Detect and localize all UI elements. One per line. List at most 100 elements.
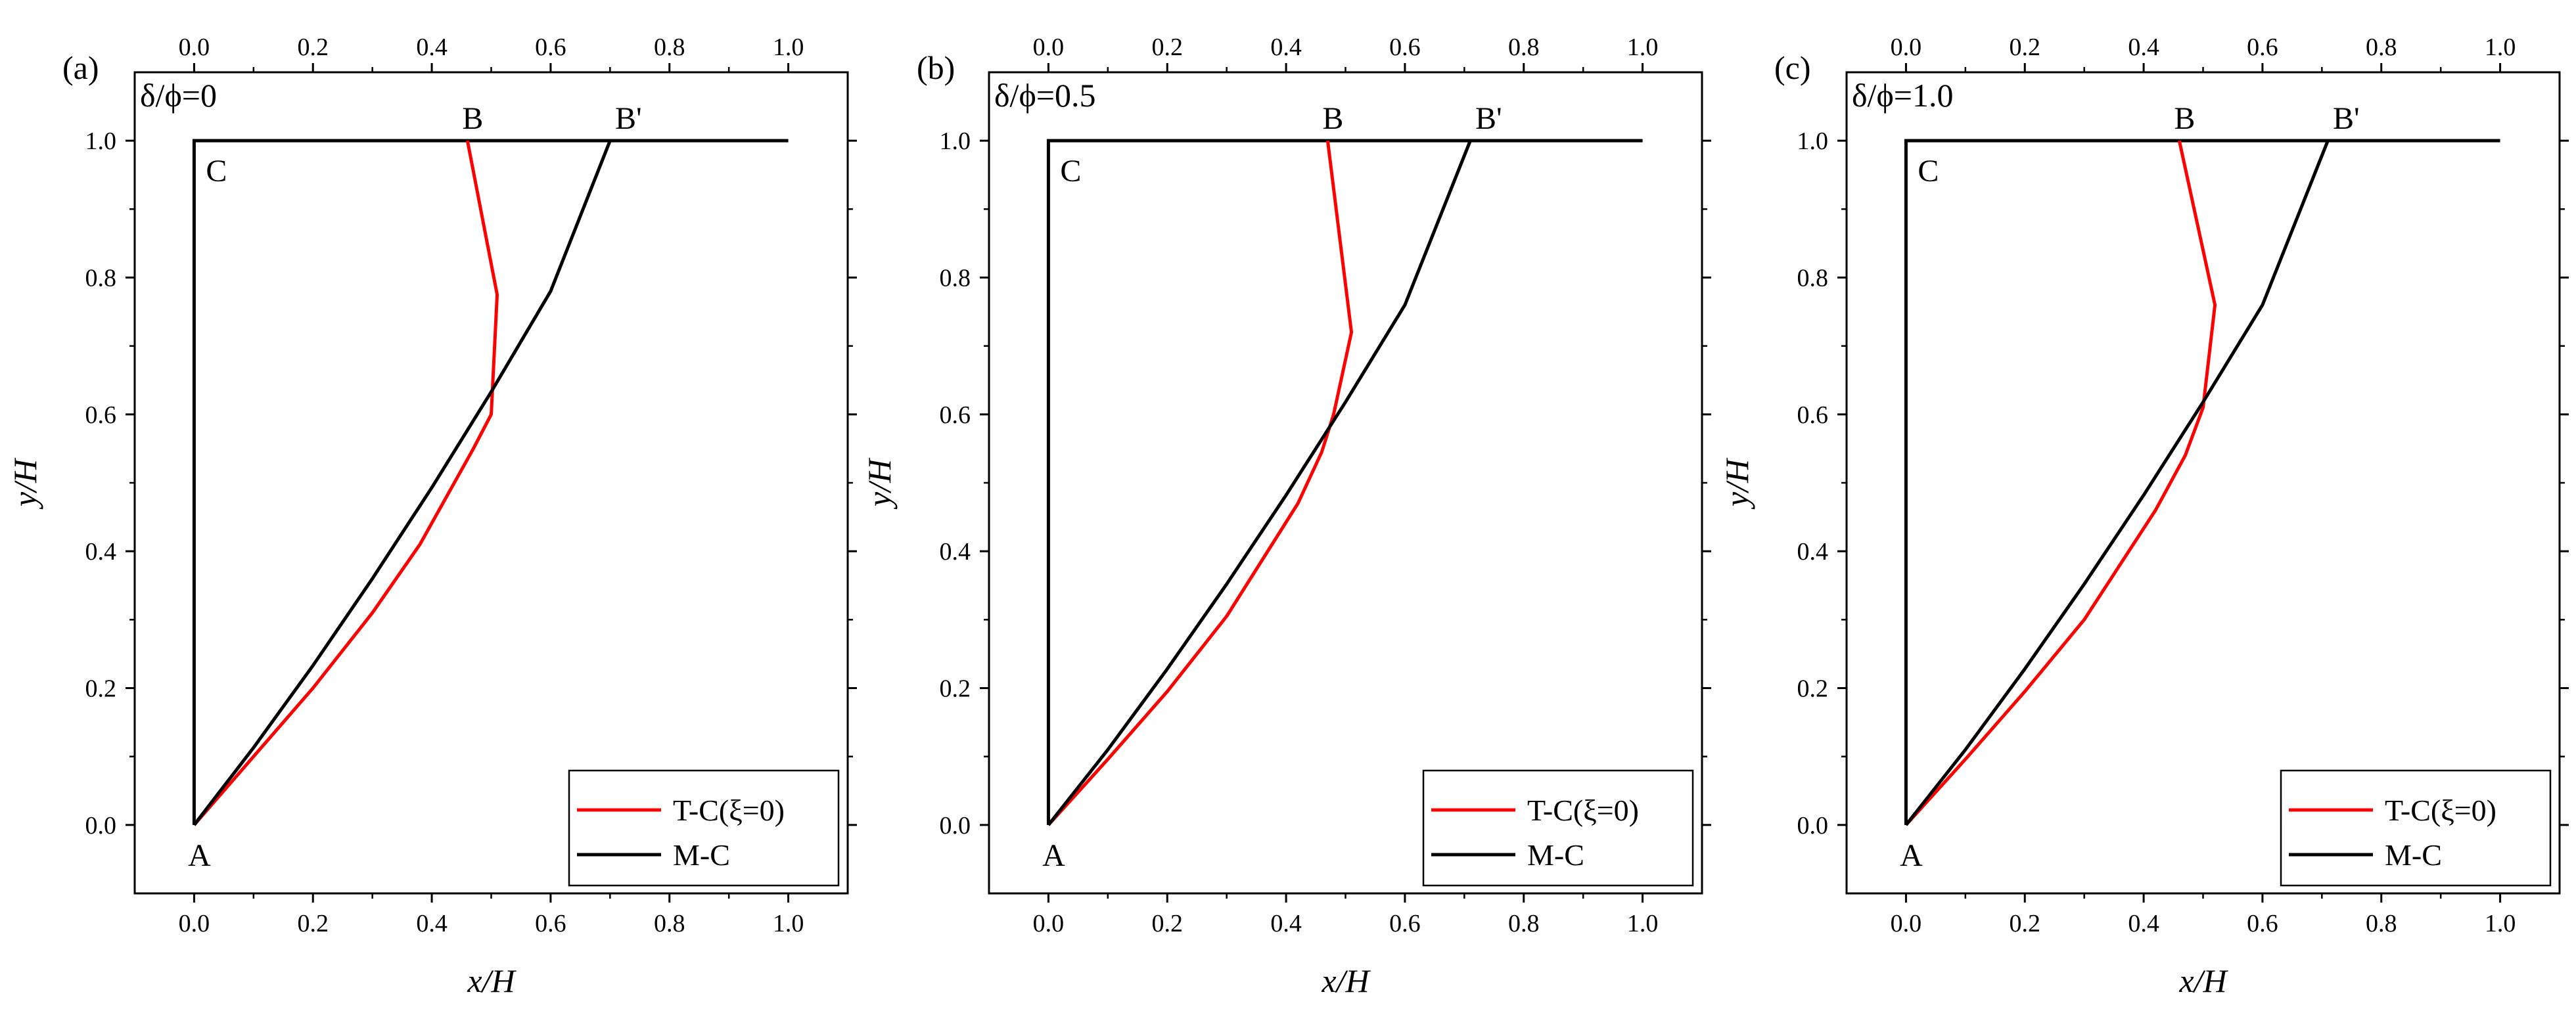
legend-label: M-C [673,838,730,872]
x-axis-title: x/H [467,962,517,999]
point-label: B' [1475,101,1502,136]
y-axis-title: y/H [7,457,43,510]
ratio-label: δ/ϕ=0 [140,77,217,114]
x-top-tick-label: 1.0 [1627,34,1659,61]
x-tick-label: 0.6 [2247,910,2278,937]
y-tick-label: 1.0 [85,127,117,155]
x-tick-label: 0.6 [1389,910,1421,937]
y-tick-label: 0.6 [940,401,971,429]
x-tick-label: 0.6 [535,910,566,937]
boundary-line [1046,139,1643,825]
y-tick-label: 0.0 [940,812,971,840]
point-label: C [206,154,227,189]
y-tick-label: 1.0 [1797,127,1829,155]
point-label: B [462,101,483,136]
point-label: B' [2333,101,2360,136]
series-line-mc [1904,140,2330,826]
x-top-tick-label: 0.0 [1033,34,1065,61]
legend-label: M-C [2385,838,2442,872]
legend-label: T-C(ξ=0) [1527,794,1639,827]
y-axis-title: y/H [861,457,898,510]
point-label: B [1322,101,1343,136]
x-tick-label: 0.8 [654,910,685,937]
boundary-line [1904,139,2500,825]
x-tick-label: 0.0 [179,910,210,937]
x-top-tick-label: 0.6 [535,34,566,61]
series-line-tc [193,140,499,826]
y-tick-label: 0.2 [1797,675,1829,703]
x-top-tick-label: 0.4 [2128,34,2159,61]
point-label: B [2174,101,2195,136]
x-tick-label: 0.0 [1033,910,1065,937]
panel-label: (b) [917,49,955,86]
x-tick-label: 1.0 [773,910,804,937]
x-top-tick-label: 0.0 [1891,34,1922,61]
point-label: C [1918,154,1939,189]
series-line-tc [1047,140,1354,826]
y-axis-title: y/H [1718,457,1755,510]
x-tick-label: 0.8 [2366,910,2397,937]
series-line-tc [1904,140,2217,826]
x-tick-label: 1.0 [2485,910,2516,937]
point-label: A [1042,838,1065,873]
y-tick-label: 0.6 [85,401,117,429]
series-line-mc [193,140,612,826]
y-tick-label: 0.8 [1797,265,1829,292]
x-top-tick-label: 0.4 [1270,34,1302,61]
chart-panel: 0.0 0.0 0.2 0.2 0.4 0.4 0.6 0.6 0.8 0.8 1.0 1.0 0.0 0… [1718,34,2569,999]
ratio-label: δ/ϕ=1.0 [1852,77,1953,114]
x-tick-label: 1.0 [1627,910,1659,937]
x-axis-title: x/H [2178,962,2228,999]
y-tick-label: 0.2 [85,675,117,703]
y-tick-label: 0.4 [940,538,971,566]
x-axis-title: x/H [1321,962,1371,999]
x-top-tick-label: 0.2 [298,34,329,61]
panel-label: (c) [1774,49,1811,86]
x-tick-label: 0.4 [1270,910,1302,937]
y-tick-label: 0.0 [1797,812,1829,840]
x-tick-label: 0.2 [2010,910,2041,937]
legend-label: T-C(ξ=0) [2385,794,2496,827]
x-top-tick-label: 0.8 [2366,34,2397,61]
x-top-tick-label: 1.0 [2485,34,2516,61]
x-tick-label: 0.8 [1508,910,1540,937]
x-top-tick-label: 0.6 [2247,34,2278,61]
boundary-line [192,139,789,825]
chart-panel: 0.0 0.0 0.2 0.2 0.4 0.4 0.6 0.6 0.8 0.8 1.0 1.0 0.0 0… [861,34,1711,999]
x-top-tick-label: 0.8 [1508,34,1540,61]
point-label: A [188,838,211,873]
x-top-tick-label: 0.2 [1152,34,1184,61]
point-label: C [1060,154,1081,189]
x-tick-label: 0.0 [1891,910,1922,937]
x-tick-label: 0.2 [298,910,329,937]
x-tick-label: 0.4 [2128,910,2159,937]
chart-panel: 0.0 0.0 0.2 0.2 0.4 0.4 0.6 0.6 0.8 0.8 1.0 1.0 0.0 0… [7,34,857,999]
legend-box [2280,769,2552,887]
x-top-tick-label: 0.4 [416,34,448,61]
x-top-tick-label: 0.2 [2010,34,2041,61]
legend-box [568,769,840,887]
y-tick-label: 0.8 [940,265,971,292]
y-tick-label: 0.2 [940,675,971,703]
ratio-label: δ/ϕ=0.5 [994,77,1095,114]
panel-label: (a) [62,49,99,86]
legend-label: M-C [1527,838,1584,872]
y-tick-label: 0.4 [85,538,117,566]
x-top-tick-label: 0.8 [654,34,685,61]
series-line-mc [1047,140,1472,826]
x-tick-label: 0.2 [1152,910,1184,937]
point-label: A [1900,838,1923,873]
y-tick-label: 0.8 [85,265,117,292]
y-tick-label: 0.6 [1797,401,1829,429]
x-top-tick-label: 1.0 [773,34,804,61]
y-tick-label: 0.4 [1797,538,1829,566]
y-tick-label: 0.0 [85,812,117,840]
legend-box [1422,769,1694,887]
legend-label: T-C(ξ=0) [673,794,785,827]
x-tick-label: 0.4 [416,910,448,937]
x-top-tick-label: 0.0 [179,34,210,61]
x-top-tick-label: 0.6 [1389,34,1421,61]
y-tick-label: 1.0 [940,127,971,155]
